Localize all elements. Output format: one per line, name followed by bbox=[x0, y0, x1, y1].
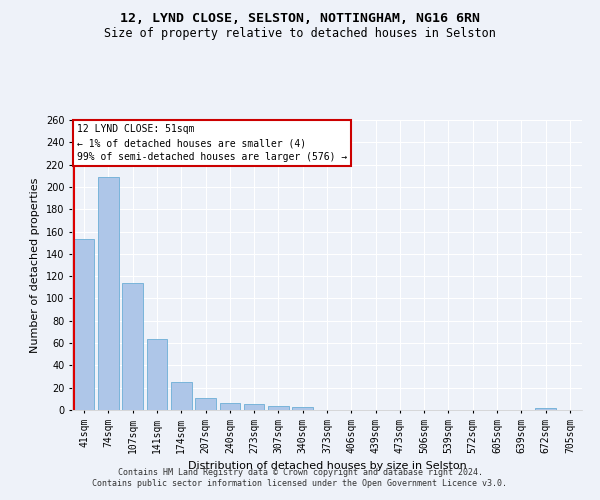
Text: 12 LYND CLOSE: 51sqm
← 1% of detached houses are smaller (4)
99% of semi-detache: 12 LYND CLOSE: 51sqm ← 1% of detached ho… bbox=[77, 124, 347, 162]
Text: Contains HM Land Registry data © Crown copyright and database right 2024.
Contai: Contains HM Land Registry data © Crown c… bbox=[92, 468, 508, 487]
Bar bbox=[220, 404, 240, 410]
Text: Size of property relative to detached houses in Selston: Size of property relative to detached ho… bbox=[104, 28, 496, 40]
Bar bbox=[268, 406, 289, 410]
Bar bbox=[244, 404, 265, 410]
Bar bbox=[535, 408, 556, 410]
Bar bbox=[122, 283, 143, 410]
Bar bbox=[195, 398, 216, 410]
Bar bbox=[292, 406, 313, 410]
Y-axis label: Number of detached properties: Number of detached properties bbox=[30, 178, 40, 352]
Bar bbox=[171, 382, 191, 410]
X-axis label: Distribution of detached houses by size in Selston: Distribution of detached houses by size … bbox=[188, 461, 466, 471]
Bar bbox=[98, 177, 119, 410]
Bar bbox=[146, 338, 167, 410]
Text: 12, LYND CLOSE, SELSTON, NOTTINGHAM, NG16 6RN: 12, LYND CLOSE, SELSTON, NOTTINGHAM, NG1… bbox=[120, 12, 480, 26]
Bar bbox=[74, 240, 94, 410]
